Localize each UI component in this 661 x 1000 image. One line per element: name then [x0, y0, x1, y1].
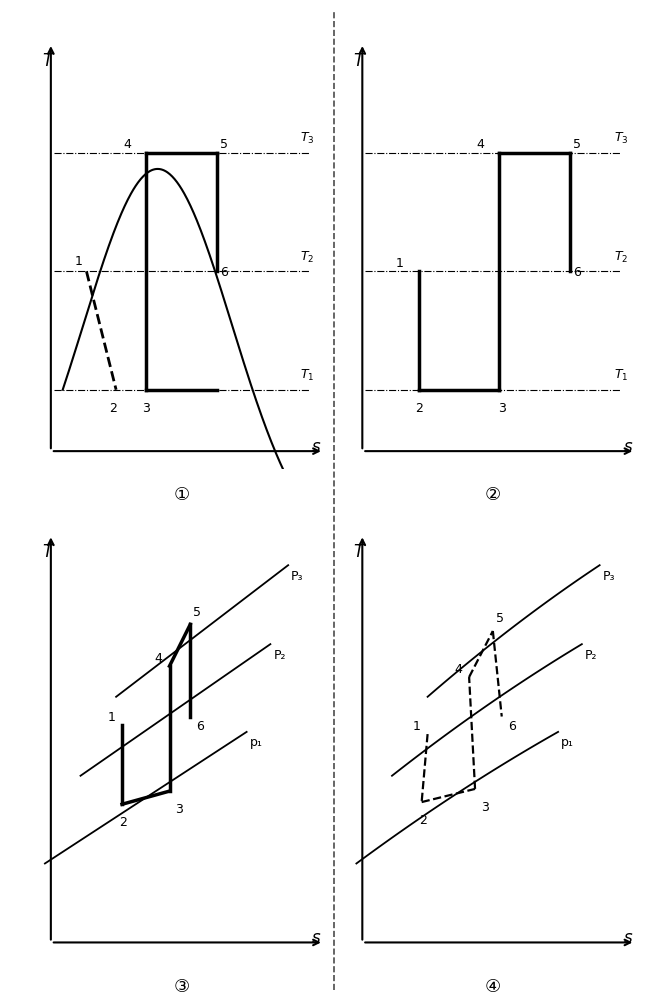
- Text: p₁: p₁: [561, 736, 574, 749]
- Text: p₁: p₁: [250, 736, 262, 749]
- Text: $T_1$: $T_1$: [300, 368, 315, 383]
- Text: 5: 5: [573, 138, 581, 151]
- Text: 4: 4: [476, 138, 484, 151]
- Text: $T_2$: $T_2$: [615, 250, 629, 265]
- Text: 6: 6: [220, 266, 228, 279]
- Text: T: T: [42, 543, 52, 561]
- Text: s: s: [312, 438, 321, 456]
- Text: ③: ③: [173, 978, 190, 996]
- Text: 4: 4: [155, 652, 163, 665]
- Text: T: T: [42, 52, 52, 70]
- Text: 2: 2: [119, 816, 127, 829]
- Text: $T_3$: $T_3$: [615, 131, 629, 146]
- Text: ①: ①: [173, 486, 190, 504]
- Text: 5: 5: [220, 138, 228, 151]
- Text: T: T: [354, 543, 364, 561]
- Text: 6: 6: [573, 266, 581, 279]
- Text: P₂: P₂: [274, 649, 286, 662]
- Text: 1: 1: [107, 711, 115, 724]
- Text: 3: 3: [498, 402, 506, 415]
- Text: $T_3$: $T_3$: [300, 131, 315, 146]
- Text: $T_2$: $T_2$: [300, 250, 314, 265]
- Text: 2: 2: [109, 402, 117, 415]
- Text: 3: 3: [142, 402, 149, 415]
- Text: 4: 4: [454, 663, 462, 676]
- Text: P₃: P₃: [291, 570, 303, 583]
- Text: 1: 1: [75, 255, 83, 268]
- Text: ④: ④: [485, 978, 501, 996]
- Text: 3: 3: [481, 801, 489, 814]
- Text: 2: 2: [418, 814, 426, 827]
- Text: 1: 1: [412, 720, 420, 733]
- Text: 4: 4: [123, 138, 131, 151]
- Text: T: T: [354, 52, 364, 70]
- Text: $T_1$: $T_1$: [615, 368, 629, 383]
- Text: P₃: P₃: [603, 570, 615, 583]
- Text: P₂: P₂: [585, 649, 598, 662]
- Text: 5: 5: [193, 606, 201, 619]
- Text: 3: 3: [175, 803, 183, 816]
- Text: s: s: [623, 929, 633, 947]
- Text: 1: 1: [396, 257, 404, 270]
- Text: 2: 2: [414, 402, 422, 415]
- Text: s: s: [312, 929, 321, 947]
- Text: 6: 6: [508, 720, 516, 733]
- Text: 6: 6: [196, 720, 204, 733]
- Text: ②: ②: [485, 486, 501, 504]
- Text: 5: 5: [496, 612, 504, 625]
- Text: s: s: [623, 438, 633, 456]
